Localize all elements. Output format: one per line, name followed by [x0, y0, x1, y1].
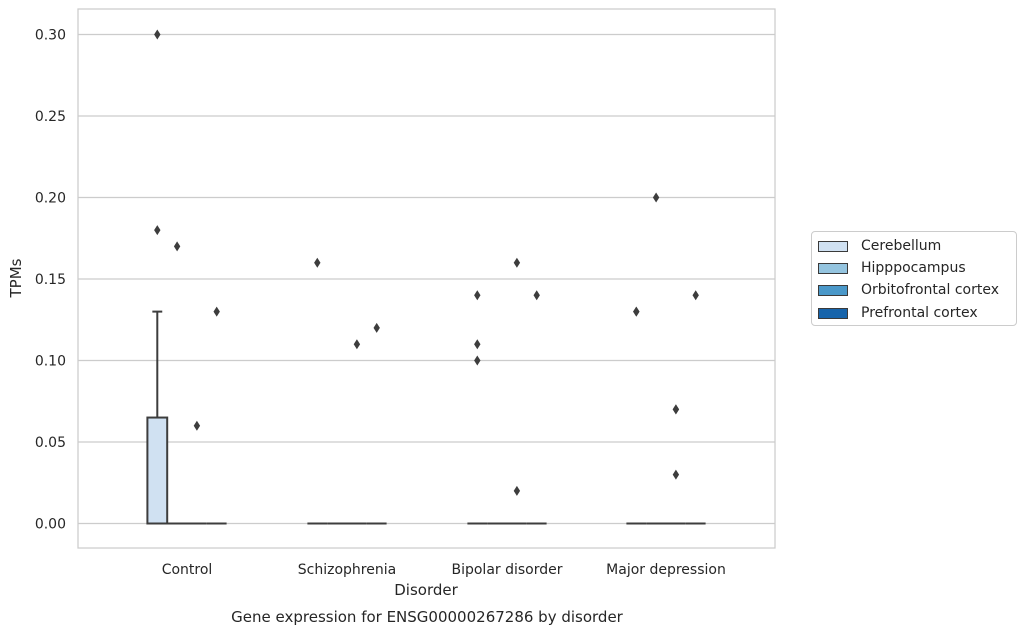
outlier-point: [672, 404, 680, 415]
x-tick-label: Bipolar disorder: [451, 562, 562, 578]
outlier-point: [474, 339, 481, 350]
legend-label-prefrontal-cortex: Prefrontal cortex: [861, 305, 978, 321]
outlier-point: [513, 257, 521, 268]
outlier-point: [513, 485, 521, 496]
y-tick-label: 0.20: [35, 191, 66, 207]
outlier-point: [213, 306, 220, 317]
y-tick-labels: 0.00 0.05 0.10 0.15 0.20 0.25 0.30: [35, 28, 66, 533]
outlier-point: [314, 257, 321, 268]
box: [146, 416, 169, 525]
outlier-point: [672, 469, 680, 480]
chart-title: Gene expression for ENSG00000267286 by d…: [231, 608, 624, 626]
x-axis-label: Disorder: [394, 581, 458, 599]
legend-label-cerebellum: Cerebellum: [861, 238, 942, 254]
outlier-point: [373, 322, 380, 333]
legend-label-orbitofrontal-cortex: Orbitofrontal cortex: [861, 282, 999, 298]
plot-area-frame: [77, 8, 776, 549]
legend-swatch-cerebellum: [818, 240, 848, 252]
y-tick-label: 0.15: [35, 272, 66, 288]
outlier-point: [652, 192, 660, 203]
outlier-point: [474, 290, 481, 301]
legend-label-hippocampus: Hipppocampus: [861, 260, 966, 276]
outlier-point: [692, 290, 699, 301]
y-tick-label: 0.10: [35, 354, 66, 370]
outlier-point: [533, 290, 540, 301]
legend: Cerebellum Hipppocampus Orbitofrontal co…: [811, 231, 1017, 326]
legend-item-hippocampus: Hipppocampus: [818, 258, 966, 278]
outlier-point: [353, 339, 361, 350]
y-tick-label: 0.30: [35, 28, 66, 44]
legend-swatch-prefrontal-cortex: [818, 307, 848, 319]
outlier-point: [474, 355, 481, 366]
y-tick-label: 0.05: [35, 435, 66, 451]
x-tick-label: Schizophrenia: [298, 562, 396, 578]
outliers: [154, 29, 699, 496]
boxes: [146, 310, 706, 525]
outlier-point: [633, 306, 640, 317]
y-tick-label: 0.00: [35, 517, 66, 533]
outlier-point: [173, 241, 181, 252]
x-tick-label: Major depression: [606, 562, 726, 578]
legend-swatch-orbitofrontal-cortex: [818, 284, 848, 296]
legend-item-prefrontal-cortex: Prefrontal cortex: [818, 303, 978, 323]
outlier-point: [154, 29, 161, 40]
legend-item-orbitofrontal-cortex: Orbitofrontal cortex: [818, 280, 999, 300]
outlier-point: [193, 420, 201, 431]
x-tick-labels: Control Schizophrenia Bipolar disorder Majo…: [162, 562, 726, 578]
y-axis-label: TPMs: [7, 258, 25, 298]
gridlines: [78, 33, 775, 525]
x-tick-label: Control: [162, 562, 213, 578]
legend-swatch-hippocampus: [818, 262, 848, 274]
y-tick-label: 0.25: [35, 109, 66, 125]
legend-item-cerebellum: Cerebellum: [818, 236, 941, 256]
outlier-point: [154, 225, 161, 236]
